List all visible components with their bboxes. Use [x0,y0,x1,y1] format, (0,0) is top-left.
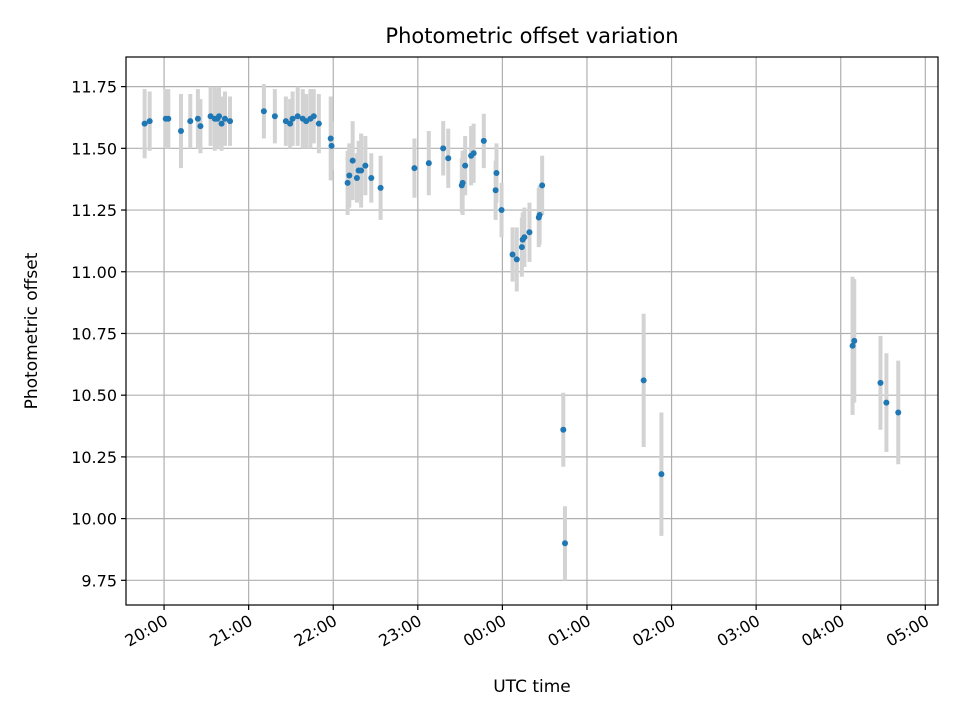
y-tick-label: 11.25 [71,201,117,220]
y-tick-label: 10.75 [71,324,117,343]
data-point [493,170,500,177]
data-point [216,113,223,120]
data-point [895,409,902,416]
data-point [425,160,432,167]
y-tick-label: 11.00 [71,263,117,282]
data-point [362,162,369,169]
y-tick-label: 10.25 [71,448,117,467]
data-point [498,207,505,214]
y-tick-label: 11.75 [71,78,117,97]
data-point [349,157,356,164]
data-point [518,244,525,251]
y-tick-label: 10.50 [71,386,117,405]
data-point [561,540,568,547]
x-axis-label: UTC time [493,677,571,697]
data-point [353,174,360,181]
plot-frame [125,56,939,606]
data-point [271,113,278,120]
data-point [344,179,351,186]
y-tick-label: 11.50 [71,139,117,158]
data-point [640,377,647,384]
data-point [194,115,201,122]
data-point [539,182,546,189]
data-point [513,256,520,263]
data-point [411,165,418,172]
data-point [492,187,499,194]
data-point [560,426,567,433]
data-point [459,179,466,186]
data-point [327,135,334,142]
data-point [177,128,184,135]
data-point [440,145,447,152]
data-point [526,229,533,236]
data-point [368,174,375,181]
y-tick-label: 9.75 [81,571,117,590]
data-point [877,379,884,386]
data-point [536,211,543,218]
data-point [328,142,335,149]
data-point [165,115,172,122]
data-point [509,251,516,258]
data-point [146,118,153,125]
data-point [470,150,477,157]
data-point [462,162,469,169]
data-point [227,118,234,125]
data-point [445,155,452,162]
data-point [294,113,301,120]
data-point [849,342,856,349]
data-point [851,337,858,344]
data-point [658,471,665,478]
data-point [218,120,225,127]
data-point [197,123,204,130]
y-tick-label: 10.00 [71,510,117,529]
data-point [187,118,194,125]
data-point [141,120,148,127]
data-point [480,137,487,144]
chart-title: Photometric offset variation [385,24,678,48]
data-point [521,234,528,241]
data-point [358,167,365,174]
data-point [377,184,384,191]
data-point [221,115,228,122]
data-point [287,120,294,127]
data-point [289,115,296,122]
data-point [883,399,890,406]
data-point [346,172,353,179]
data-point [260,108,267,115]
data-points [141,108,902,547]
data-point [310,113,317,120]
y-axis-label: Photometric offset [22,252,42,409]
data-point [315,120,322,127]
